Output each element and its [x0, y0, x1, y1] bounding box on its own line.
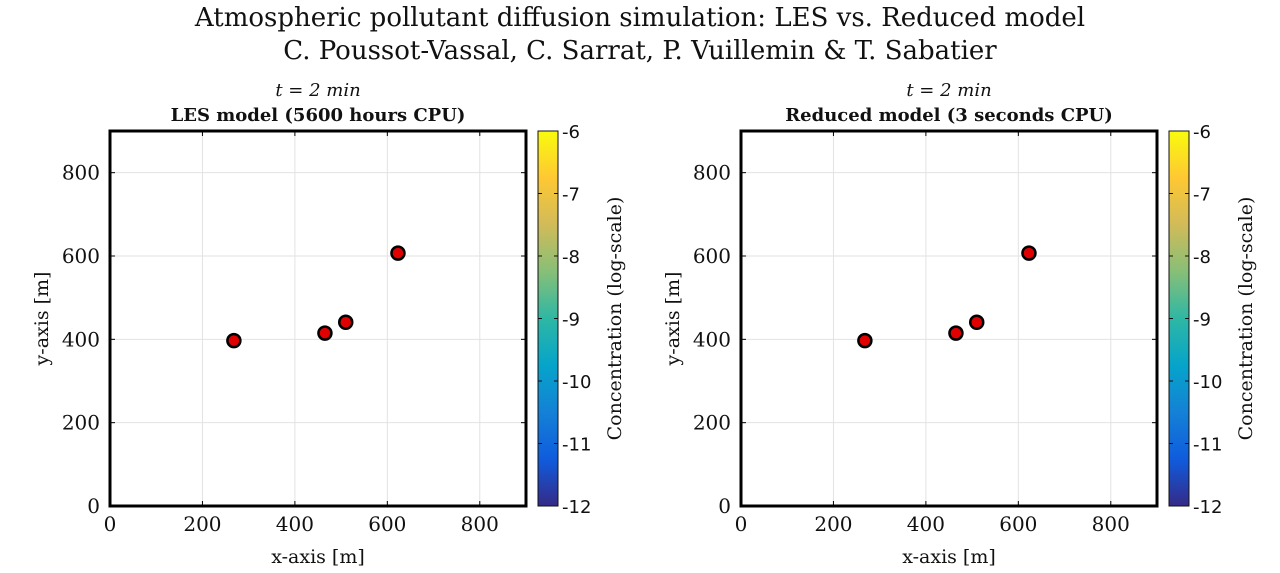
colorbar-tick-label: -8 [1193, 247, 1211, 268]
x-tick-label: 600 [999, 512, 1037, 536]
colorbar-label: Concentration (log-scale) [1235, 197, 1257, 441]
x-tick-label: 0 [104, 512, 117, 536]
colorbar-tick-label: -6 [562, 122, 580, 143]
x-tick-label: 400 [907, 512, 945, 536]
figure-authors: C. Poussot-Vassal, C. Sarrat, P. Vuillem… [283, 36, 997, 66]
colorbar-tick-label: -9 [562, 310, 580, 331]
chart-subtitle: t = 2 min [906, 80, 991, 101]
colorbar-tick-label: -10 [562, 372, 591, 393]
colorbar-tick-label: -7 [562, 185, 580, 206]
colorbar-label: Concentration (log-scale) [604, 197, 626, 441]
chart-title: Reduced model (3 seconds CPU) [785, 105, 1113, 126]
y-tick-label: 200 [693, 411, 731, 435]
x-tick-label: 200 [814, 512, 852, 536]
data-point [390, 245, 406, 261]
data-point [317, 325, 333, 341]
colorbar-tick-label: -6 [1193, 122, 1211, 143]
colorbar-tick-label: -12 [562, 497, 591, 518]
chart-title: LES model (5600 hours CPU) [171, 105, 466, 126]
y-tick-label: 0 [87, 494, 100, 518]
colorbar-tick-label: -12 [1193, 497, 1222, 518]
data-point [337, 314, 354, 330]
y-tick-label: 600 [693, 244, 731, 268]
plot-area [110, 131, 526, 506]
figure-title: Atmospheric pollutant diffusion simulati… [194, 3, 1086, 33]
chart-panel-1: 0 200 400 600 800 0 200 400 600 800 t = 2 min LES m… [31, 80, 626, 568]
data-point [226, 332, 242, 349]
y-tick-label: 400 [693, 327, 731, 351]
colorbar-tick-label: -11 [1193, 435, 1222, 456]
plot-area [741, 131, 1157, 506]
y-tick-label: 800 [693, 161, 731, 185]
data-point [1021, 245, 1037, 261]
colorbar-tick-label: -10 [1193, 372, 1222, 393]
x-axis-label: x-axis [m] [902, 546, 996, 568]
x-tick-label: 0 [735, 512, 748, 536]
data-point [857, 332, 873, 349]
x-tick-label: 800 [461, 512, 499, 536]
data-point [948, 325, 964, 341]
y-axis-label: y-axis [m] [662, 272, 684, 367]
x-axis-label: x-axis [m] [271, 546, 365, 568]
y-tick-label: 0 [718, 494, 731, 518]
colorbar-tick-label: -7 [1193, 185, 1211, 206]
x-tick-label: 600 [368, 512, 406, 536]
y-tick-label: 200 [62, 411, 100, 435]
y-axis-label: y-axis [m] [31, 272, 53, 367]
y-tick-label: 400 [62, 327, 100, 351]
y-tick-label: 800 [62, 161, 100, 185]
colorbar-tick-label: -9 [1193, 310, 1211, 331]
colorbar-tick-label: -8 [562, 247, 580, 268]
chart-panel-2: 0 200 400 600 800 0 200 400 600 800 t = 2 min Reduc… [662, 80, 1257, 568]
x-tick-label: 200 [183, 512, 221, 536]
chart-subtitle: t = 2 min [275, 80, 360, 101]
x-tick-label: 800 [1092, 512, 1130, 536]
axes-box [739, 129, 1159, 508]
colorbar-tick-label: -11 [562, 435, 591, 456]
data-point [968, 314, 985, 330]
axes-box [108, 129, 528, 508]
y-tick-label: 600 [62, 244, 100, 268]
x-tick-label: 400 [276, 512, 314, 536]
